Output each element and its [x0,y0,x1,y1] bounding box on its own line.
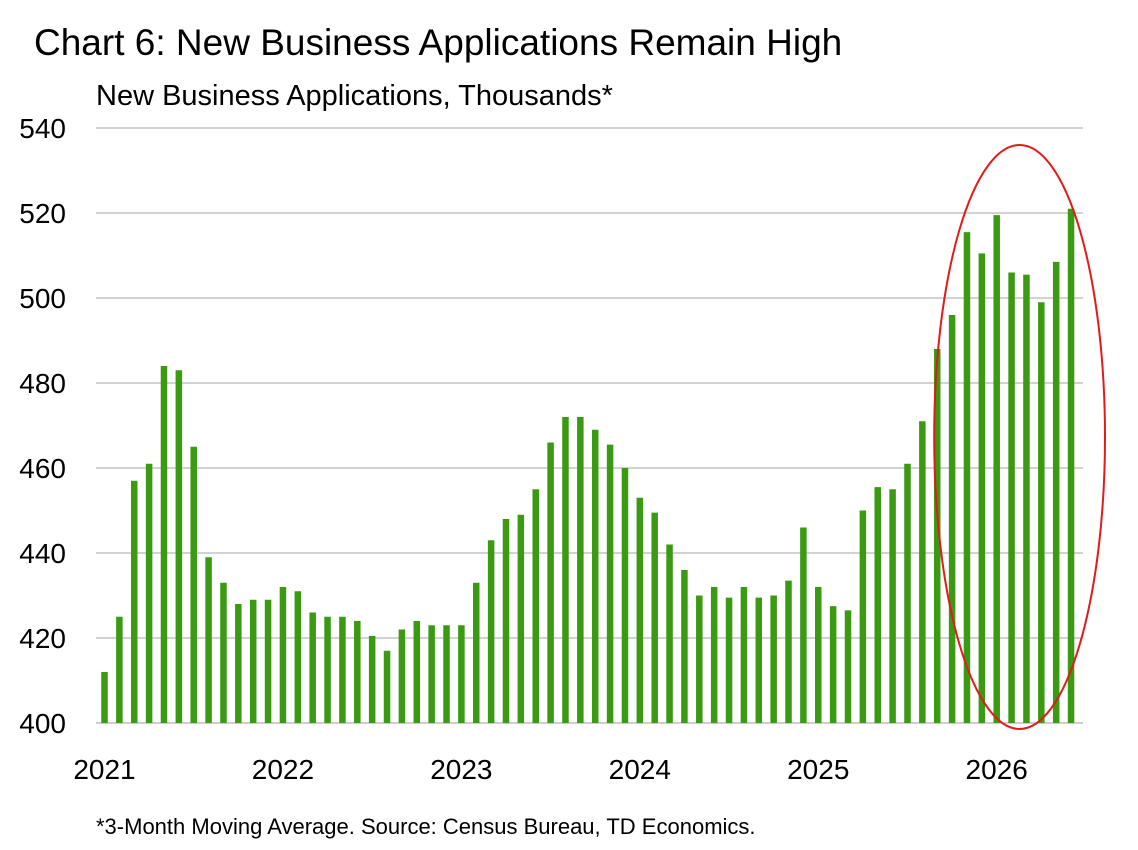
bar-2022-06 [354,621,361,723]
bar-2024-02 [651,512,658,724]
y-tick-label-460: 460 [19,453,66,484]
chart-footnote: *3-Month Moving Average. Source: Census … [96,814,756,839]
bar-2024-08 [740,587,748,723]
bar-2024-04 [681,570,688,723]
bar-2023-04 [502,519,510,723]
bar-2022-01 [279,587,287,723]
highlight [933,144,1106,730]
bar-2021-11 [249,599,257,723]
bar-2025-09 [933,349,941,723]
x-tick-label-2024: 2024 [609,754,671,785]
bar-2024-12 [800,527,807,723]
bar-2025-02 [829,606,837,724]
bar-2024-09 [755,597,763,724]
y-axis: 400 420 440 460 480 500 520 540 [19,113,66,739]
bar-2021-08 [205,557,212,723]
bar-2025-05 [874,487,881,724]
bar-2026-02 [1008,272,1015,723]
bar-2021-05 [160,366,168,723]
bar-2022-12 [443,625,450,723]
bar-2021-09 [220,582,227,723]
bar-2021-04 [145,463,153,723]
bar-2026-06 [1067,208,1075,723]
y-tick-label-520: 520 [19,198,66,229]
chart-subtitle: New Business Applications, Thousands* [96,80,613,112]
bar-2023-10 [591,429,599,723]
x-tick-label-2023: 2023 [430,754,492,785]
bar-2022-10 [413,621,421,723]
bar-2023-03 [487,540,495,723]
x-tick-label-2022: 2022 [252,754,314,785]
chart-title: Chart 6: New Business Applications Remai… [34,22,843,63]
x-axis: 2021 2022 2023 2024 2025 2026 [73,754,1027,785]
bar-2025-07 [904,463,911,723]
bar-2023-08 [562,417,569,723]
bar-2023-11 [606,444,614,724]
x-tick-label-2026: 2026 [966,754,1028,785]
bar-2023-06 [532,489,539,723]
bar-2024-11 [785,580,792,724]
bar-2022-11 [428,625,435,723]
bar-2026-01 [993,215,1000,724]
bar-2023-12 [621,468,629,723]
bar-2022-02 [294,591,302,723]
bar-2023-05 [517,514,525,723]
bar-2024-06 [710,587,718,723]
y-tick-label-440: 440 [19,538,66,569]
bar-2026-05 [1052,261,1060,724]
bar-2026-04 [1038,302,1045,723]
bar-2021-03 [130,480,138,723]
bar-2021-01 [101,672,108,723]
bar-2024-03 [666,544,673,723]
bar-2021-06 [175,370,183,723]
bar-2025-12 [978,253,986,724]
bar-2024-07 [725,597,733,724]
bar-2025-03 [844,610,852,724]
bar-2021-07 [190,446,197,723]
bar-2021-02 [116,616,123,723]
y-tick-label-480: 480 [19,368,66,399]
bar-2023-01 [458,625,465,723]
highlight-ellipse [933,144,1106,730]
bar-2022-09 [398,629,406,723]
y-tick-label-500: 500 [19,283,66,314]
bar-2022-05 [339,616,346,723]
bar-2023-09 [577,417,584,723]
bar-2026-03 [1023,274,1030,724]
bar-2024-01 [636,497,644,723]
bar-2025-06 [889,489,896,723]
y-tick-label-540: 540 [19,113,66,144]
bar-2023-07 [547,442,554,723]
bar-2025-11 [963,232,971,724]
bar-2024-05 [696,595,703,723]
bar-2021-10 [235,604,242,723]
x-tick-label-2021: 2021 [73,754,135,785]
bar-2025-08 [919,421,926,723]
bar-2024-10 [770,595,777,723]
bar-2025-04 [859,510,867,723]
gridlines [96,127,1083,724]
bar-2022-03 [309,612,316,723]
bar-2022-04 [324,616,331,723]
y-tick-label-400: 400 [19,708,66,739]
bar-2025-01 [815,587,822,723]
bar-2021-12 [264,599,272,723]
bar-2025-10 [948,315,956,723]
bars [101,208,1075,724]
y-tick-label-420: 420 [19,623,66,654]
bar-2022-08 [383,650,391,723]
x-tick-label-2025: 2025 [787,754,849,785]
bar-2022-07 [368,635,376,724]
bar-2023-02 [473,582,480,723]
